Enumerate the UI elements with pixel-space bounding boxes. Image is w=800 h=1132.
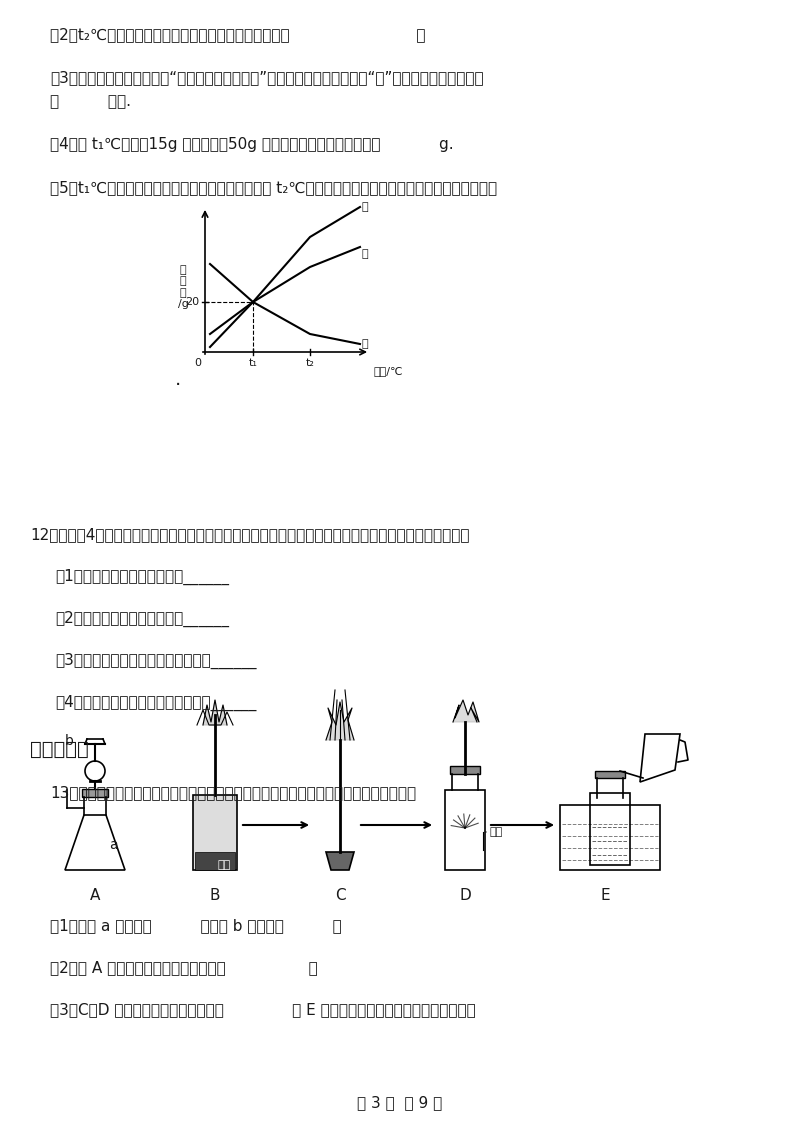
Bar: [590, 794, 630, 865]
Text: B: B: [210, 887, 220, 903]
Text: a: a: [109, 838, 118, 852]
Text: 20: 20: [185, 297, 199, 307]
Bar: [193, 795, 237, 871]
Text: .: .: [175, 370, 182, 389]
Text: 温度/℃: 温度/℃: [374, 366, 403, 376]
Text: （3）盐碱湖当地的居民，有“冬天捞碱，夏天晰盐”的结晶方法，冬天捞到的“碱”，其溶解度曲线与图中: （3）盐碱湖当地的居民，有“冬天捞碱，夏天晰盐”的结晶方法，冬天捞到的“碱”，其…: [50, 70, 484, 85]
Polygon shape: [203, 700, 227, 724]
Text: 13．在实验室，同学们用下图所示装置制取了氧气，并完成了木炭在氧气中燃烧的实验。: 13．在实验室，同学们用下图所示装置制取了氧气，并完成了木炭在氧气中燃烧的实验。: [50, 784, 416, 800]
Text: t₁: t₁: [249, 358, 258, 368]
Text: （4）纯碱、烧碱、碳酸钙、氯化亚铁______: （4）纯碱、烧碱、碳酸钙、氯化亚铁______: [55, 695, 256, 711]
Text: 木炭: 木炭: [217, 860, 230, 871]
Bar: [82, 789, 108, 797]
Text: 的          相似.: 的 相似.: [50, 94, 131, 109]
Text: 氧气: 氧气: [489, 827, 502, 837]
Text: （2）冰、干冰、氧化铁、红磷______: （2）冰、干冰、氧化铁、红磷______: [55, 611, 229, 627]
Polygon shape: [326, 852, 354, 871]
Text: （3）氯化销、硫酸铜、盐酸、硝酸铝______: （3）氯化销、硫酸铜、盐酸、硝酸铝______: [55, 653, 257, 669]
Text: （1）仪器 a 的名称是          ，仪器 b 的作用是          。: （1）仪器 a 的名称是 ，仪器 b 的作用是 。: [50, 918, 342, 933]
Polygon shape: [453, 700, 479, 722]
Text: 乙: 乙: [362, 249, 369, 259]
Text: （2）t₂℃时，甲乙丙三种物质溶解度由小到大的顺序是                          。: （2）t₂℃时，甲乙丙三种物质溶解度由小到大的顺序是 。: [50, 27, 426, 42]
Text: 三、实验题: 三、实验题: [30, 740, 89, 758]
Text: 丙: 丙: [362, 338, 369, 349]
Text: D: D: [459, 887, 471, 903]
Text: 甲: 甲: [362, 201, 369, 212]
Text: （5）t₁℃时，将甲乙丙三种物质的饱和溶液升温至 t₂℃，所得溶液中溢技的质量分数由大到小的顺序是: （5）t₁℃时，将甲乙丙三种物质的饱和溶液升温至 t₂℃，所得溶液中溢技的质量分…: [50, 180, 497, 195]
Bar: [595, 771, 625, 778]
Text: C: C: [334, 887, 346, 903]
Text: A: A: [90, 887, 100, 903]
Bar: [450, 766, 480, 774]
Text: E: E: [600, 887, 610, 903]
Text: 0: 0: [194, 358, 201, 368]
Text: 12．有下列4组物质，每组中均有一种与其他物质所属类别不同，请在下面的横线上填写这种物质的名称。: 12．有下列4组物质，每组中均有一种与其他物质所属类别不同，请在下面的横线上填写…: [30, 528, 470, 542]
Bar: [445, 790, 485, 871]
Text: （2）用 A 装置制取氧气的化学方程式是                 。: （2）用 A 装置制取氧气的化学方程式是 。: [50, 960, 318, 975]
Bar: [195, 852, 235, 871]
Bar: [560, 805, 660, 871]
Text: 溶
解
度
/g: 溶 解 度 /g: [178, 265, 189, 309]
Text: （4）在 t₁℃时，少15g 甲物质放入50g 水中，充分溶解所得溶液质量            g.: （4）在 t₁℃时，少15g 甲物质放入50g 水中，充分溶解所得溶液质量 g.: [50, 137, 454, 152]
Text: 第 3 页  共 9 页: 第 3 页 共 9 页: [358, 1095, 442, 1110]
Text: t₂: t₂: [306, 358, 314, 368]
Text: （3）C、D 实验产生不同现象的原因是              ， E 中向集气瓶中倒入的液体名称及作用是: （3）C、D 实验产生不同现象的原因是 ， E 中向集气瓶中倒入的液体名称及作用…: [50, 1002, 476, 1017]
Polygon shape: [326, 702, 354, 740]
Text: （1）食醋、牛奶、加砖盐、水______: （1）食醋、牛奶、加砖盐、水______: [55, 569, 229, 585]
Text: b: b: [65, 734, 74, 748]
